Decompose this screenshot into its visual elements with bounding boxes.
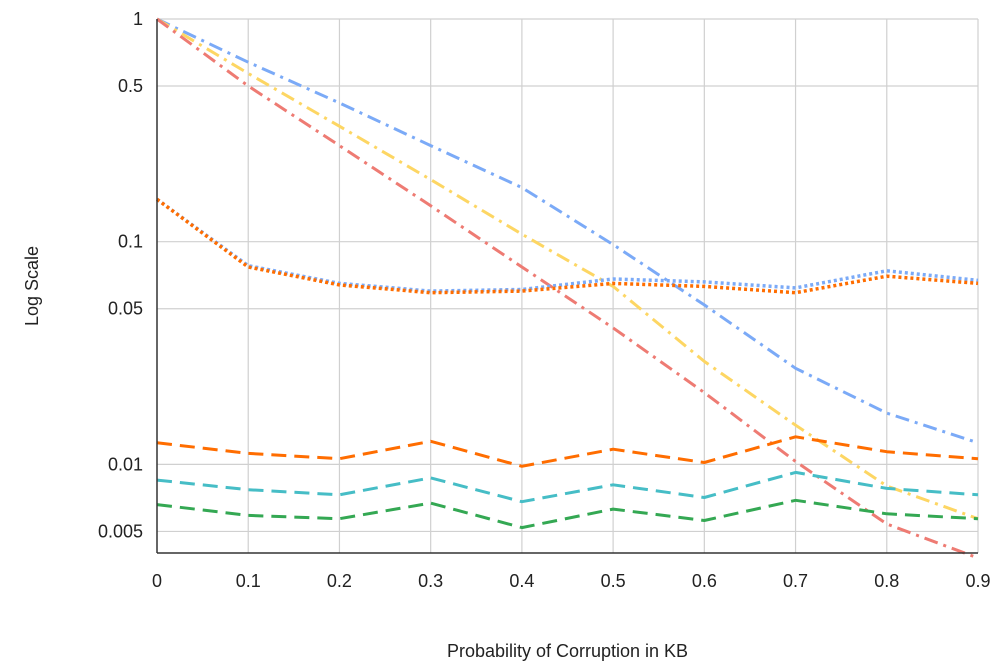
y-axis-title: Log Scale [22,246,42,326]
y-tick-label: 0.05 [108,299,143,319]
series-line-8 [156,498,979,530]
y-tick-label: 0.1 [118,232,143,252]
series-line-2 [156,17,979,521]
x-axis-title: Probability of Corruption in KB [447,641,688,661]
series-line-1 [156,17,979,445]
x-tick-label: 0 [152,571,162,591]
axes [156,19,978,554]
grid [157,18,979,553]
series-line-7 [156,470,979,504]
x-tick-label: 0.6 [692,571,717,591]
x-tick-label: 0.9 [965,571,990,591]
x-tick-label: 0.2 [327,571,352,591]
series-line-3 [156,17,979,560]
x-tick-label: 0.3 [418,571,443,591]
y-tick-label: 1 [133,9,143,29]
tick-labels: 1 0.5 0.1 0.05 0.01 0.005 0 0.1 0.2 0.3 0.4 0.5 0.6 0… [98,9,991,591]
series-line-5 [155,197,979,295]
series-line-4 [155,197,979,293]
x-tick-label: 0.7 [783,571,808,591]
x-tick-label: 0.1 [236,571,261,591]
x-tick-label: 0.4 [509,571,534,591]
x-tick-label: 0.5 [601,571,626,591]
y-tick-label: 0.5 [118,76,143,96]
series-line-6 [156,435,979,468]
x-tick-label: 0.8 [874,571,899,591]
y-tick-label: 0.01 [108,454,143,474]
series-layer [155,17,979,560]
y-tick-label: 0.005 [98,521,143,541]
